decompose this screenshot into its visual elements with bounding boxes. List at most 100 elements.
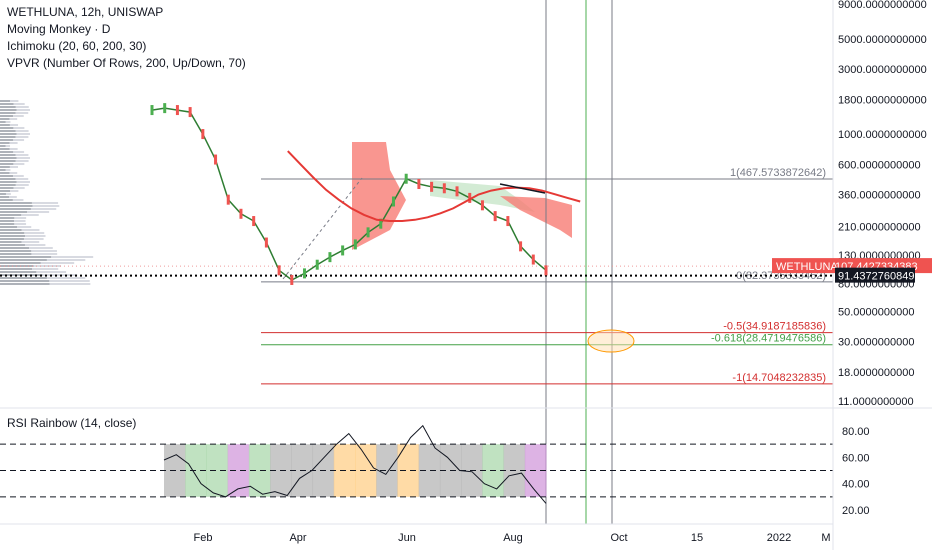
vpvr-bar-up bbox=[0, 160, 16, 162]
indicator-ichimoku[interactable]: Ichimoku (20, 60, 200, 30) bbox=[7, 39, 147, 53]
price-candle bbox=[264, 237, 268, 248]
vpvr-bar-up bbox=[0, 193, 6, 195]
target-ellipse bbox=[587, 329, 635, 353]
price-candle bbox=[239, 208, 243, 219]
vpvr-bar-up bbox=[0, 244, 25, 246]
price-candle bbox=[391, 196, 395, 207]
vpvr-bar-up bbox=[0, 166, 10, 168]
vpvr-bar-up bbox=[0, 280, 50, 282]
vpvr-bar-up bbox=[0, 172, 10, 174]
vpvr-bar-down bbox=[49, 280, 90, 282]
fib-levels: 1(467.5733872642)0(82.3735333462)-0.5(34… bbox=[0, 167, 833, 385]
price-candle bbox=[417, 179, 421, 190]
rsi-line bbox=[163, 424, 547, 504]
price-line bbox=[151, 107, 547, 281]
price-candle bbox=[252, 216, 256, 227]
vpvr-bar-up bbox=[0, 196, 10, 198]
vpvr-bar-up bbox=[0, 187, 14, 189]
price-tick-label: 50.0000000000 bbox=[838, 306, 914, 318]
price-candle bbox=[315, 259, 319, 270]
vpvr-bar-down bbox=[13, 115, 24, 117]
trend-segment bbox=[499, 183, 546, 194]
vpvr-bar-down bbox=[15, 154, 29, 156]
ma-line bbox=[287, 150, 581, 222]
rsi-band bbox=[418, 444, 441, 497]
vpvr-bar-up bbox=[0, 121, 6, 123]
vpvr-bar-down bbox=[9, 172, 18, 174]
vpvr-bar-up bbox=[0, 208, 31, 210]
rsi-legend[interactable]: RSI Rainbow (14, close) bbox=[7, 416, 137, 430]
vpvr-bar-up bbox=[0, 268, 33, 270]
symbol-title[interactable]: WETHLUNA, 12h, UNISWAP bbox=[7, 5, 164, 19]
close-price-tag bbox=[835, 267, 915, 283]
vpvr-bar-down bbox=[46, 277, 86, 279]
chart-legend: WETHLUNA, 12h, UNISWAP Moving Monkey · D… bbox=[7, 4, 246, 72]
price-candle bbox=[163, 103, 167, 114]
price-candle bbox=[226, 194, 230, 205]
vpvr-bar-down bbox=[24, 232, 45, 234]
vpvr-bar-up bbox=[0, 253, 32, 255]
vpvr-bar-up bbox=[0, 202, 32, 204]
fib-level-neg1-label: -1(14.7048232835) bbox=[732, 372, 826, 384]
vpvr-bar-up bbox=[0, 157, 17, 159]
time-tick-label: Jun bbox=[398, 532, 416, 544]
vpvr-bar-down bbox=[16, 157, 30, 159]
current-price-symbol: WETHLUNA bbox=[776, 261, 838, 273]
vpvr-bar-up bbox=[0, 142, 10, 144]
vpvr-bar-up bbox=[0, 163, 14, 165]
vpvr-bar-up bbox=[0, 220, 15, 222]
vpvr-bar-down bbox=[9, 196, 17, 198]
vpvr-bar-down bbox=[14, 220, 26, 222]
vpvr-bar-up bbox=[0, 241, 22, 243]
price-candle bbox=[430, 181, 434, 192]
vpvr-bar-up bbox=[0, 190, 11, 192]
vpvr-bar-down bbox=[15, 160, 29, 162]
vpvr-bar-down bbox=[9, 142, 18, 144]
rsi-band bbox=[227, 444, 250, 497]
vpvr-bar-up bbox=[0, 217, 15, 219]
price-tick-label: 9000.0000000000 bbox=[838, 0, 927, 11]
vpvr-bar-down bbox=[25, 235, 46, 237]
rsi-band bbox=[397, 444, 420, 497]
fib-level-1-label: 1(467.5733872642) bbox=[730, 167, 826, 179]
fib-level-neg05-label: -0.5(34.9187185836) bbox=[723, 321, 826, 333]
vpvr-bar-up bbox=[0, 271, 37, 273]
vpvr-bar-up bbox=[0, 238, 24, 240]
price-candle bbox=[188, 107, 192, 118]
vpvr-bar-down bbox=[24, 244, 46, 246]
rsi-band bbox=[376, 444, 398, 497]
vpvr-bar-down bbox=[23, 238, 44, 240]
vpvr-bar-up bbox=[0, 229, 22, 231]
vpvr-bar-up bbox=[0, 106, 16, 108]
fib-trend-line bbox=[282, 177, 363, 280]
vpvr-bar-down bbox=[16, 181, 30, 183]
vertical-lines bbox=[545, 0, 613, 524]
price-tick-label: 600.0000000000 bbox=[838, 159, 921, 171]
rsi-tick-label: 60.00 bbox=[842, 452, 870, 464]
price-candle bbox=[531, 254, 535, 265]
price-candle bbox=[150, 105, 154, 116]
vpvr-bar-down bbox=[51, 256, 94, 258]
vpvr-bar-up bbox=[0, 103, 14, 105]
time-tick-label: Aug bbox=[503, 532, 523, 544]
vpvr-bar-down bbox=[21, 241, 40, 243]
vpvr-bar-up bbox=[0, 262, 41, 264]
indicator-vpvr[interactable]: VPVR (Number Of Rows, 200, Up/Down, 70) bbox=[7, 56, 246, 70]
time-tick-label: Apr bbox=[289, 532, 306, 544]
indicator-moving-monkey[interactable]: Moving Monkey · D bbox=[7, 22, 111, 36]
price-candle bbox=[341, 245, 345, 256]
vpvr-bar-up bbox=[0, 148, 10, 150]
price-candle bbox=[379, 218, 383, 229]
vpvr-histogram bbox=[0, 100, 94, 285]
vpvr-bar-up bbox=[0, 136, 16, 138]
vpvr-bar-down bbox=[31, 250, 57, 252]
vpvr-bar-down bbox=[42, 274, 78, 276]
price-candle bbox=[277, 265, 281, 276]
rsi-tick-label: 80.00 bbox=[842, 426, 870, 438]
vpvr-bar-down bbox=[5, 145, 11, 147]
price-candle bbox=[353, 239, 357, 250]
vpvr-bar-up bbox=[0, 256, 52, 258]
vpvr-bar-down bbox=[5, 193, 11, 195]
vpvr-bar-up bbox=[0, 145, 6, 147]
